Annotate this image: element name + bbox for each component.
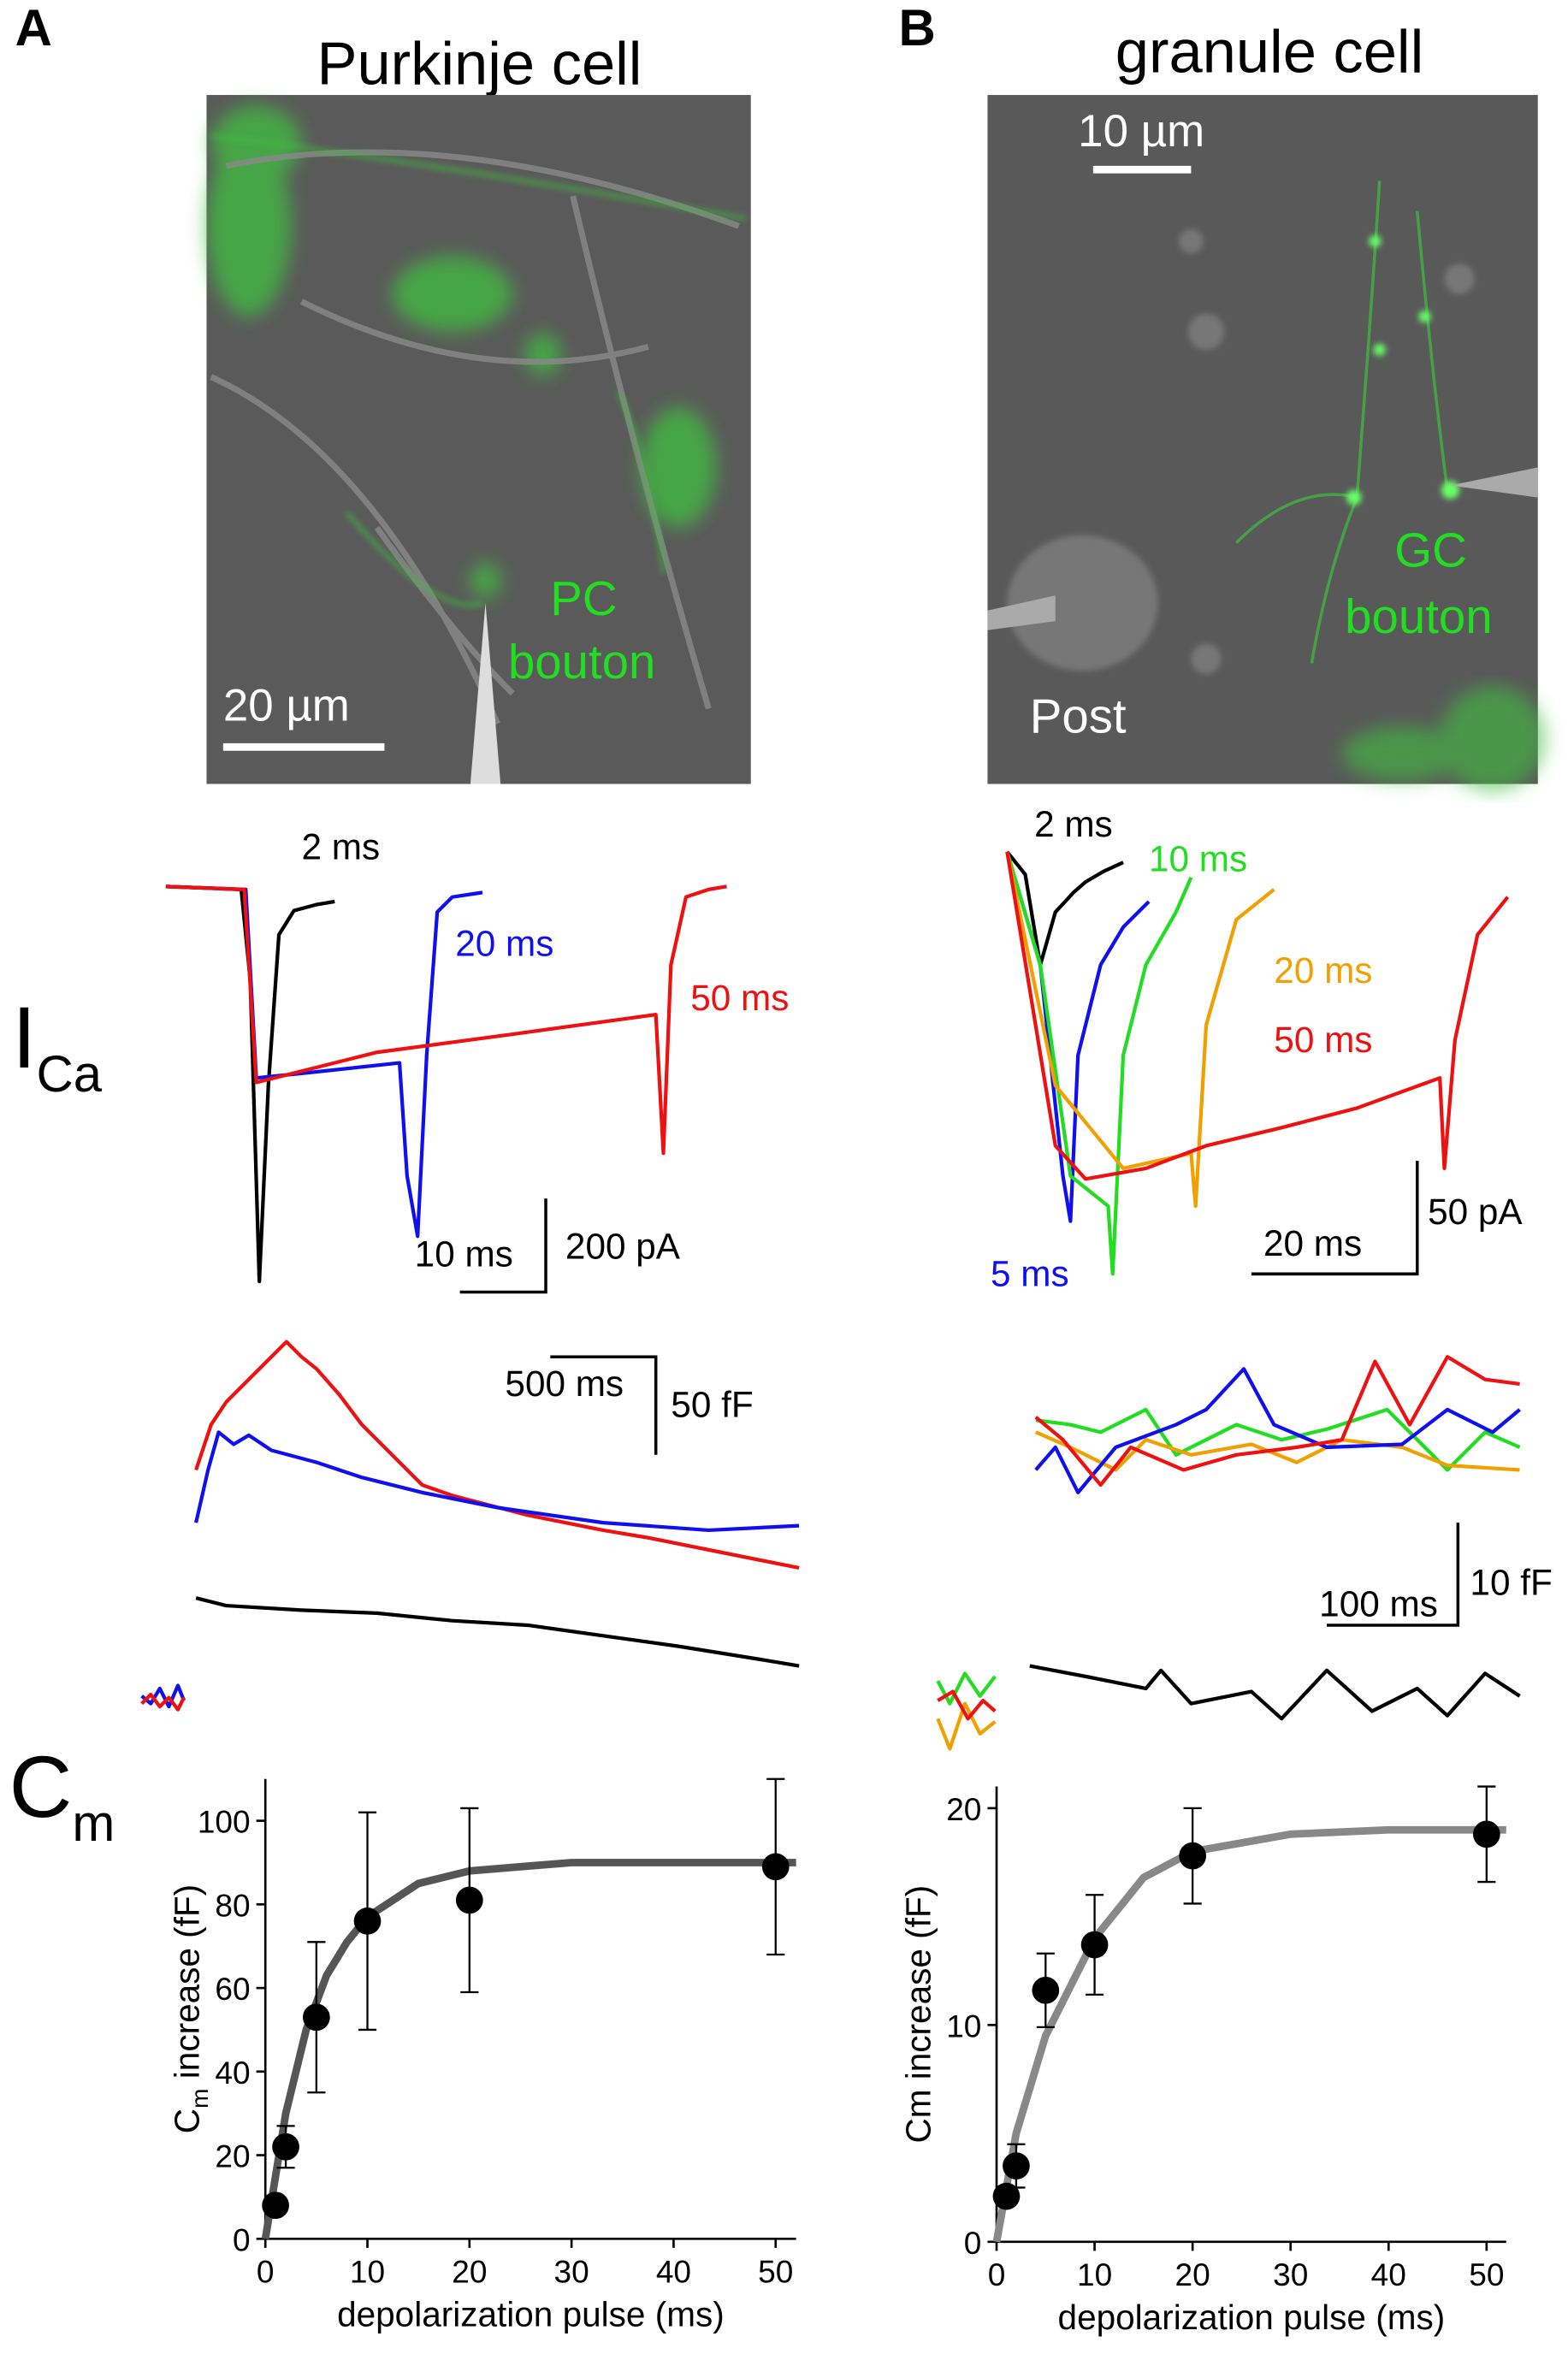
x-tick-label: 40 [656, 2253, 691, 2289]
fit-line [992, 1825, 1506, 2243]
panel-title: granule cell [1115, 18, 1423, 86]
y-axis-label: Cm increase (fF) [168, 1884, 214, 2133]
x-axis-label: depolarization pulse (ms) [337, 2295, 725, 2334]
panel-letter: A [15, 0, 52, 56]
row-label: Cm [9, 1737, 115, 1852]
scale-label: 10 fF [1470, 1563, 1552, 1603]
x-tick-label: 50 [758, 2253, 793, 2289]
y-tick-label: 0 [964, 2225, 982, 2261]
trace-label: 50 ms [690, 978, 789, 1018]
scale-bar [459, 1161, 1460, 1627]
x-tick-label: 20 [1175, 2256, 1210, 2292]
scale-label: 20 µm [223, 680, 350, 730]
y-tick-label: 20 [946, 1791, 981, 1827]
y-axis-label-part: C [168, 2109, 207, 2133]
y-tick-label: 10 [946, 2008, 981, 2044]
trace-label: 10 ms [1149, 839, 1247, 879]
panel-letter: B [898, 0, 935, 56]
x-tick-label: 50 [1469, 2256, 1504, 2292]
scale-label: 10 ms [415, 1233, 513, 1274]
y-tick-label: 100 [198, 1804, 251, 1840]
x-tick-label: 30 [554, 2253, 589, 2289]
scale-label: 20 ms [1263, 1223, 1362, 1263]
y-tick-label: 40 [215, 2055, 250, 2091]
data-point [1003, 2152, 1030, 2180]
x-tick-label: 30 [1273, 2256, 1308, 2292]
bouton-label: bouton [1345, 589, 1492, 643]
trace-label: 2 ms [302, 827, 381, 867]
data-point [1032, 1976, 1060, 2004]
scale-label: 200 pA [565, 1227, 681, 1267]
x-tick-label: 40 [1371, 2256, 1406, 2292]
scale-label: 10 µm [1078, 106, 1204, 157]
scale-label: 500 ms [505, 1363, 624, 1404]
y-tick-label: 20 [215, 2138, 250, 2174]
data-point [272, 2132, 299, 2161]
x-tick-label: 10 [350, 2253, 385, 2289]
row-label-main: I [12, 988, 36, 1086]
row-label-sub: Ca [37, 1045, 103, 1103]
x-tick-label: 20 [452, 2253, 487, 2289]
row-label: ICa [12, 988, 103, 1103]
scale-label: 50 fF [671, 1385, 753, 1425]
scale-label: 100 ms [1319, 1583, 1438, 1624]
data-point [1472, 1820, 1500, 1848]
bouton-label: bouton [508, 635, 655, 689]
y-axis-label-part: Cm increase (fF) [898, 1885, 938, 2144]
x-tick-label: 0 [988, 2256, 1006, 2292]
x-tick-label: 0 [257, 2253, 275, 2289]
y-axis-label-part: m [186, 2088, 213, 2108]
fit-line [261, 1859, 796, 2240]
data-point [353, 1908, 382, 1935]
y-tick-label: 60 [215, 1971, 250, 2007]
trace-label: 20 ms [455, 923, 553, 963]
data-point [302, 2003, 330, 2032]
data-point [1080, 1931, 1109, 1959]
data-point [262, 2191, 289, 2220]
trace-label: 50 ms [1274, 1020, 1372, 1060]
x-axis-label: depolarization pulse (ms) [1058, 2298, 1446, 2337]
trace-label: 5 ms [991, 1253, 1069, 1293]
panel-title: Purkinje cell [317, 30, 642, 98]
y-axis-label: Cm increase (fF) [898, 1885, 938, 2144]
row-label-main: C [9, 1737, 73, 1836]
micrograph [206, 95, 1546, 792]
post-label: Post [1030, 689, 1127, 743]
data-point [455, 1886, 483, 1914]
x-tick-label: 10 [1077, 2256, 1112, 2292]
bouton-label: PC [550, 571, 617, 625]
trace-label: 20 ms [1274, 950, 1372, 991]
data-point [1179, 1842, 1206, 1870]
data-point [761, 1853, 790, 1881]
current-traces [165, 850, 1510, 1284]
data-point [992, 2182, 1021, 2210]
y-tick-label: 0 [233, 2221, 251, 2257]
trace-label: 2 ms [1034, 804, 1113, 844]
row-label-sub: m [72, 1795, 115, 1852]
capacitance-traces [140, 1340, 1521, 1751]
bouton-label: GC [1394, 523, 1467, 577]
scale-label: 50 pA [1428, 1192, 1523, 1232]
y-axis-label-part: increase (fF) [168, 1884, 207, 2089]
y-tick-label: 80 [215, 1887, 250, 1923]
